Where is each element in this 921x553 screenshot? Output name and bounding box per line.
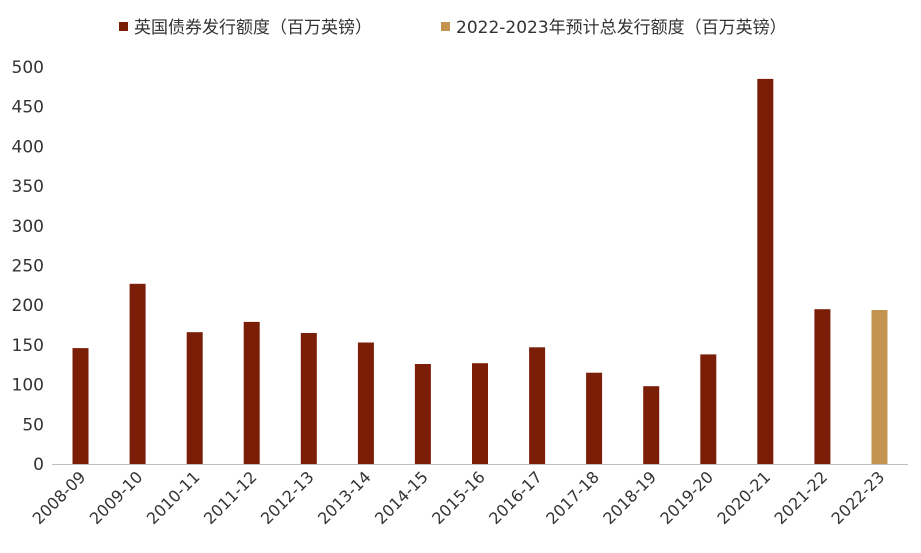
legend-swatch-series-2 [441, 22, 450, 31]
x-tick-label: 2008-09 [29, 467, 90, 528]
x-tick-label: 2021-22 [771, 467, 832, 528]
bar [643, 386, 660, 464]
y-tick-label: 0 [33, 455, 44, 475]
y-tick-label: 350 [12, 177, 44, 197]
bar [243, 321, 260, 464]
bar [700, 354, 717, 464]
bar [586, 372, 603, 464]
bar [414, 364, 431, 464]
x-tick-label: 2017-18 [542, 467, 603, 528]
y-tick-label: 400 [12, 137, 44, 157]
y-tick-label: 500 [12, 58, 44, 78]
x-tick-label: 2019-20 [656, 467, 717, 528]
x-tick-label: 2015-16 [428, 467, 489, 528]
legend-label-series-1: 英国债券发行额度（百万英镑） [134, 18, 372, 38]
y-axis: 0 50 100 150 200 250 300 350 400 450 500 [12, 58, 44, 475]
legend-swatch-series-1 [119, 22, 128, 31]
bar [472, 363, 488, 464]
y-tick-label: 300 [12, 217, 44, 237]
x-tick-label: 2020-21 [713, 467, 774, 528]
bar [814, 309, 831, 464]
bars [72, 78, 888, 465]
x-tick-label: 2022-23 [828, 467, 889, 528]
y-tick-label: 200 [12, 296, 44, 316]
bar [871, 310, 888, 464]
x-tick-label: 2009-10 [86, 467, 147, 528]
bar [72, 348, 89, 464]
bar [300, 333, 317, 464]
y-tick-label: 150 [12, 336, 44, 356]
bar [529, 347, 546, 464]
y-tick-label: 450 [12, 98, 44, 118]
bar [357, 342, 374, 464]
y-tick-label: 250 [12, 257, 44, 277]
x-tick-label: 2018-19 [599, 467, 660, 528]
x-axis-labels: 2008-092009-102010-112011-122012-132013-… [29, 467, 889, 528]
y-tick-label: 50 [22, 415, 44, 435]
x-tick-label: 2013-14 [314, 467, 375, 528]
legend-label-series-2: 2022-2023年预计总发行额度（百万英镑） [456, 18, 787, 38]
x-tick-label: 2014-15 [371, 467, 432, 528]
legend: 英国债券发行额度（百万英镑） 2022-2023年预计总发行额度（百万英镑） [119, 18, 787, 38]
x-tick-label: 2012-13 [257, 467, 318, 528]
bar [129, 283, 146, 464]
x-tick-label: 2010-11 [143, 467, 204, 528]
y-tick-label: 100 [12, 376, 44, 396]
bar [757, 78, 774, 465]
x-tick-label: 2011-12 [200, 467, 261, 528]
x-tick-label: 2016-17 [485, 467, 546, 528]
bar [186, 332, 203, 464]
